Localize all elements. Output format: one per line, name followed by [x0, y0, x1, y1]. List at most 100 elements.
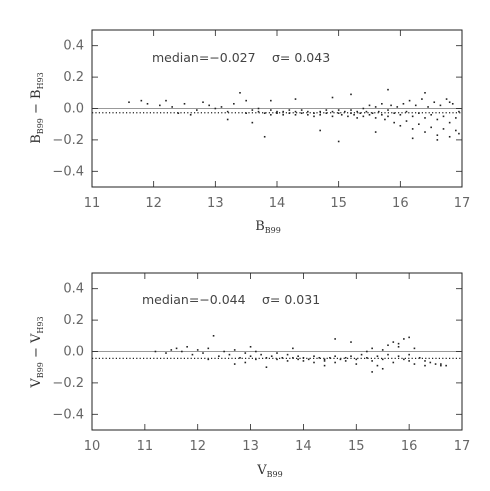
annotation-sigma: σ= 0.043 [272, 50, 330, 65]
data-point [418, 123, 420, 125]
data-point [445, 364, 447, 367]
data-point [257, 110, 260, 113]
data-point [418, 356, 421, 359]
data-point [440, 364, 442, 367]
data-points [128, 88, 460, 143]
data-point [265, 356, 268, 359]
x-tick-label: 10 [84, 439, 101, 454]
y-tick-label: 0.2 [63, 313, 84, 328]
data-point [251, 121, 254, 124]
annotation-median: median=−0.044 [142, 292, 246, 307]
data-point [307, 113, 309, 116]
y-axis-label-h-sub: H93 [36, 72, 45, 89]
data-point [249, 355, 252, 358]
data-point [359, 112, 362, 115]
data-point [381, 367, 384, 370]
data-point [350, 355, 352, 358]
x-tick-label: 17 [454, 439, 471, 454]
data-point [413, 363, 416, 365]
data-point [440, 363, 442, 365]
data-point [319, 113, 321, 116]
annotation-sigma: σ= 0.031 [262, 292, 320, 307]
data-point [329, 356, 331, 359]
data-point [405, 120, 408, 122]
data-point [208, 104, 210, 107]
data-point [353, 113, 355, 116]
data-point [408, 353, 410, 356]
data-point [292, 347, 294, 350]
data-point [165, 99, 167, 102]
data-point [392, 341, 395, 343]
data-point [376, 355, 379, 358]
data-point [340, 113, 343, 116]
data-point [377, 110, 380, 113]
data-point [455, 117, 457, 119]
data-point [228, 353, 231, 356]
data-point [302, 356, 305, 359]
y-axis-label-minus: − B [29, 89, 44, 118]
data-point [408, 99, 411, 102]
data-point [414, 104, 417, 107]
data-point [392, 361, 395, 364]
data-point [233, 102, 235, 105]
data-point [433, 101, 436, 104]
data-point [202, 101, 204, 104]
y-tick-label: 0.4 [63, 282, 84, 297]
data-point [421, 98, 423, 100]
data-point [245, 112, 247, 115]
data-point [244, 352, 247, 354]
y-axis-label-minus: − V [29, 333, 44, 362]
data-point [233, 363, 236, 365]
data-point [323, 364, 326, 367]
data-point [128, 101, 130, 104]
data-point [434, 363, 437, 365]
data-point [260, 353, 262, 356]
data-point [413, 347, 416, 350]
x-tick-label: 15 [348, 439, 365, 454]
x-tick-label: 14 [295, 439, 312, 454]
data-point [365, 110, 368, 113]
data-point [356, 117, 358, 119]
data-point [387, 109, 389, 111]
data-point [331, 96, 334, 99]
x-tick-label: 15 [330, 196, 347, 211]
data-point [436, 139, 439, 141]
data-point [390, 104, 392, 107]
data-point [313, 115, 315, 118]
data-point [218, 355, 220, 358]
data-point [257, 107, 260, 110]
data-point [396, 106, 399, 108]
data-point [233, 349, 236, 351]
y-axis-label: VB99 − VH93 [29, 316, 45, 388]
data-point [411, 115, 414, 118]
chart-panel-v-residuals: 10 11 12 13 14 15 16 17 −0.4 −0.2 0.0 0.2 0.4 median… [29, 272, 471, 479]
data-point [356, 110, 358, 113]
data-point [181, 350, 183, 353]
data-point [397, 355, 400, 358]
data-point [430, 113, 432, 116]
y-tick-label: −0.2 [52, 376, 84, 391]
data-point [337, 140, 340, 143]
data-point [300, 109, 303, 111]
data-point [408, 360, 410, 362]
x-axis-label-sub: B99 [267, 470, 283, 479]
data-point [439, 104, 442, 107]
data-point [226, 118, 229, 121]
data-point [448, 101, 451, 104]
data-point [334, 361, 336, 364]
data-point [397, 345, 400, 348]
data-point [331, 115, 334, 118]
data-point [350, 93, 352, 96]
data-point [451, 102, 454, 105]
data-point [344, 360, 347, 362]
data-point [191, 353, 194, 356]
y-tick-label: −0.4 [52, 407, 84, 422]
data-point [411, 128, 414, 130]
data-point [282, 113, 284, 116]
y-tick-label: −0.2 [52, 133, 84, 148]
data-point [249, 345, 252, 348]
y-axis-label-v: V [29, 378, 44, 389]
data-point [436, 134, 439, 136]
data-point [196, 349, 199, 351]
data-point [263, 112, 266, 115]
